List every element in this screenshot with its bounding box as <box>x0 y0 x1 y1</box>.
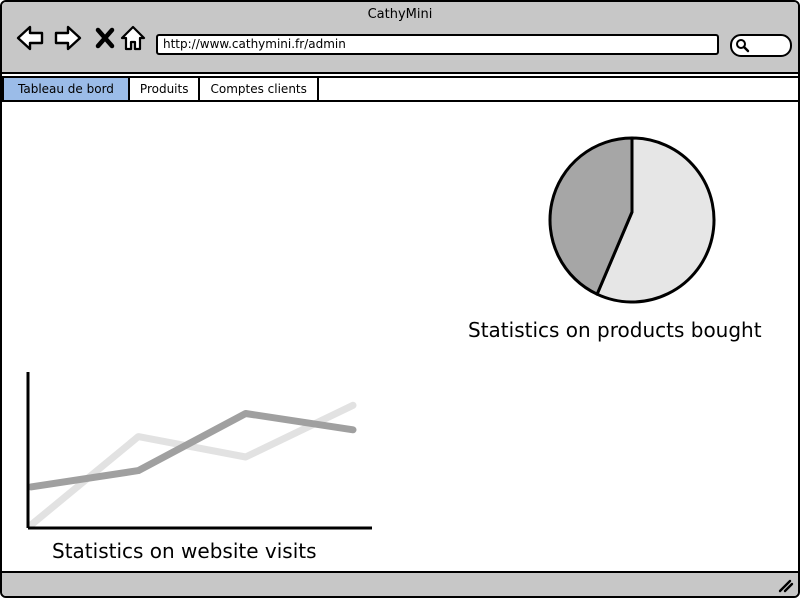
pie-slice <box>548 136 634 296</box>
window-title: CathyMini <box>367 7 433 22</box>
tab-tableau-de-bord[interactable]: Tableau de bord <box>4 78 130 100</box>
status-bar <box>2 571 798 596</box>
home-icon[interactable] <box>119 24 147 52</box>
series-line-2 <box>27 409 357 491</box>
tab-comptes-clients[interactable]: Comptes clients <box>200 78 319 100</box>
tab-bar: Tableau de bord Produits Comptes clients <box>2 76 798 102</box>
back-arrow-icon[interactable] <box>16 24 44 52</box>
pie-chart-caption: Statistics on products bought <box>468 318 762 342</box>
title-bar: CathyMini http://www.cathymini.fr/admin <box>2 2 798 74</box>
search-icon <box>736 39 750 53</box>
dashboard-content: Statistics on products bought Statistics… <box>2 102 798 570</box>
pie-chart <box>548 136 716 304</box>
search-field[interactable] <box>730 34 792 57</box>
forward-arrow-icon[interactable] <box>54 24 82 52</box>
line-chart <box>26 372 372 530</box>
pie-slice <box>595 136 716 304</box>
resize-grip-icon[interactable] <box>778 579 794 593</box>
tab-produits[interactable]: Produits <box>130 78 201 100</box>
address-bar[interactable]: http://www.cathymini.fr/admin <box>156 34 719 55</box>
line-chart-caption: Statistics on website visits <box>52 539 317 563</box>
close-icon[interactable] <box>92 24 120 52</box>
